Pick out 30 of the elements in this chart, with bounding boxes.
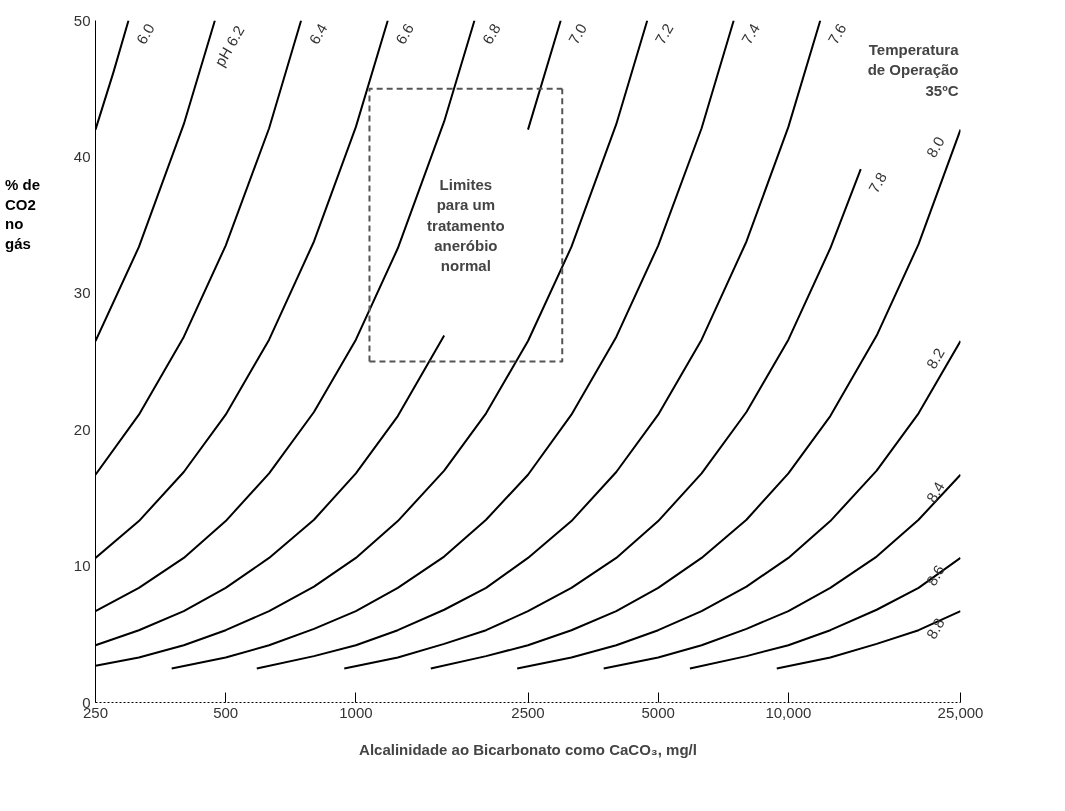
- y-tick-label: 30: [73, 284, 91, 302]
- text: 6.8: [478, 20, 504, 48]
- y-tick-label: 40: [73, 147, 91, 165]
- text: 7.2: [651, 20, 677, 48]
- text: 7.4: [737, 20, 763, 48]
- text: 7.6: [824, 20, 850, 48]
- x-axis-title: Alcalinidade ao Bicarbonato como CaCO₃, mg/l: [359, 740, 697, 758]
- annotation: Temperatura de Operação 35ºC: [867, 40, 960, 99]
- text: 7.8: [864, 169, 891, 196]
- x-tick-label: 2500: [511, 703, 545, 721]
- text: 8.0: [922, 133, 948, 161]
- annotation: Limites para um tratamento aneróbio normal: [427, 175, 505, 275]
- x-tick-label: 25,000: [937, 703, 984, 721]
- text: 6.6: [391, 20, 418, 48]
- text: 8.6: [922, 561, 948, 589]
- x-tick-label: 1000: [339, 703, 373, 721]
- y-tick-label: 20: [73, 420, 91, 438]
- text: 6.0: [132, 20, 158, 48]
- text: 8.8: [922, 615, 948, 642]
- y-tick-label: 50: [73, 11, 91, 29]
- x-tick-label: 500: [213, 703, 239, 721]
- text: 6.4: [305, 20, 331, 48]
- x-tick-label: 5000: [641, 703, 675, 721]
- text: 8.2: [922, 345, 948, 372]
- y-axis-title: % de CO2 no gás: [5, 175, 41, 253]
- text: 7.0: [564, 20, 591, 48]
- text: pH 6.2: [210, 22, 248, 70]
- y-tick-label: 10: [73, 557, 91, 575]
- x-tick-label: 10,000: [765, 703, 812, 721]
- text: 8.4: [922, 478, 948, 506]
